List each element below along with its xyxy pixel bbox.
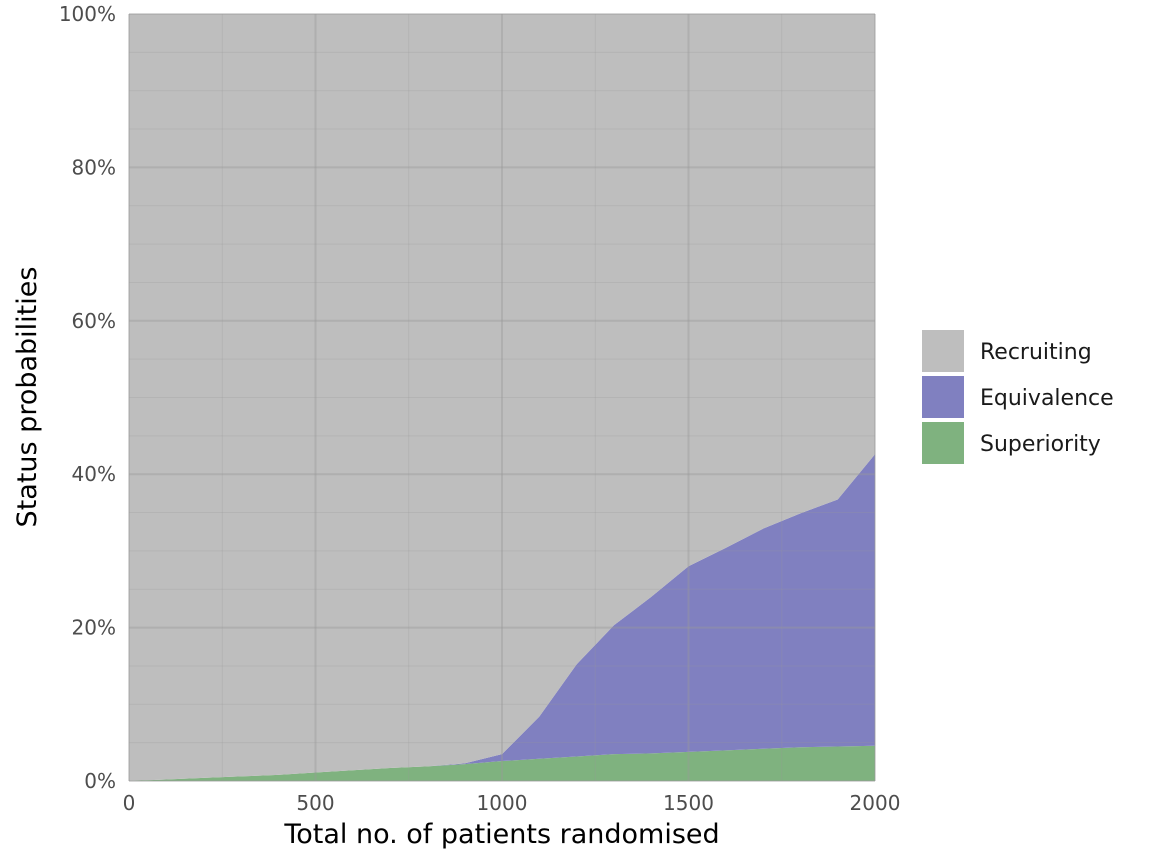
y-axis-ticks: 0% 20% 40% 60% 80% 100% <box>59 2 116 793</box>
x-tick-label: 0 <box>123 791 136 815</box>
legend: Recruiting Equivalence Superiority <box>922 330 1114 464</box>
legend-key-recruiting <box>922 330 964 372</box>
area-recruiting <box>129 14 875 781</box>
y-tick-label: 0% <box>84 769 116 793</box>
legend-key-superiority <box>922 422 964 464</box>
area-superiority <box>129 745 875 781</box>
y-tick-label: 60% <box>72 309 116 333</box>
gridlines <box>128 13 876 782</box>
x-axis-ticks: 0 500 1000 1500 2000 <box>123 791 901 815</box>
legend-label-superiority: Superiority <box>980 432 1101 457</box>
area-layer <box>129 14 875 781</box>
legend-key-equivalence <box>922 376 964 418</box>
y-tick-label: 80% <box>72 155 116 179</box>
y-axis-title: Status probabilities <box>12 267 43 528</box>
y-tick-label: 100% <box>59 2 116 26</box>
x-tick-label: 1500 <box>663 791 714 815</box>
x-axis-title: Total no. of patients randomised <box>283 819 719 850</box>
legend-label-equivalence: Equivalence <box>980 386 1114 411</box>
y-tick-label: 20% <box>72 616 116 640</box>
x-tick-label: 1000 <box>477 791 528 815</box>
x-tick-label: 500 <box>296 791 334 815</box>
legend-label-recruiting: Recruiting <box>980 340 1092 365</box>
area-equivalence <box>129 454 875 781</box>
x-tick-label: 2000 <box>850 791 901 815</box>
y-tick-label: 40% <box>72 462 116 486</box>
